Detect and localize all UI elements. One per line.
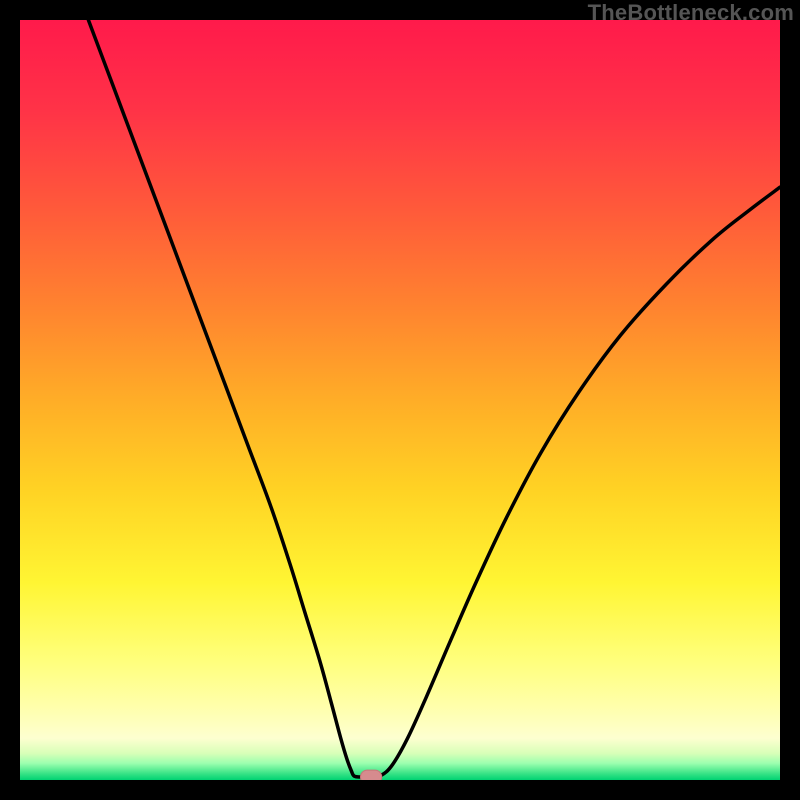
- chart-svg: [20, 20, 780, 780]
- plot-area: [20, 20, 780, 780]
- chart-frame: TheBottleneck.com: [0, 0, 800, 800]
- chart-background: [20, 20, 780, 780]
- minimum-marker: [360, 770, 381, 780]
